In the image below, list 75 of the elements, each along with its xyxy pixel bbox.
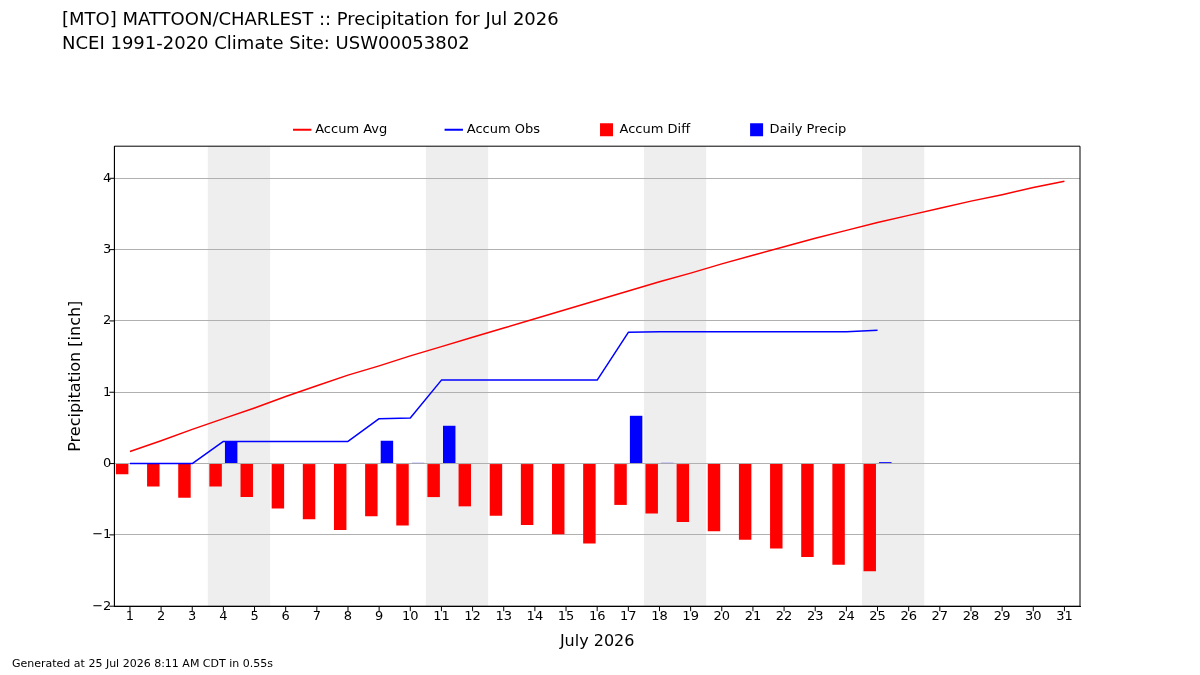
- x-tick-label: 18: [651, 608, 668, 624]
- y-tick-label: 2: [103, 312, 112, 328]
- legend-label: Accum Obs: [466, 121, 541, 137]
- bar: [738, 464, 752, 540]
- bar: [863, 464, 876, 572]
- legend-label: Accum Avg: [315, 121, 388, 137]
- text: Generated at 25 Jul 2026 8:11 AM CDT in 0.55s: [12, 657, 273, 670]
- bar: [676, 464, 690, 523]
- bar: [645, 464, 658, 514]
- legend-label: Daily Precip: [769, 121, 847, 137]
- x-tick-label: 14: [526, 608, 544, 624]
- x-tick-label: 13: [495, 608, 513, 624]
- y-tick-label: −2: [92, 597, 112, 613]
- x-tick-label: 27: [931, 608, 949, 624]
- bar: [489, 464, 503, 516]
- y-tick-label: 4: [103, 169, 112, 185]
- x-tick-label: 11: [433, 608, 450, 624]
- x-tick-label: 16: [588, 608, 606, 624]
- bar: [271, 464, 285, 509]
- bar: [427, 464, 440, 498]
- x-tick-label: 10: [402, 608, 419, 624]
- x-tick-label: 30: [1025, 608, 1042, 624]
- y-tick-label: 3: [103, 240, 112, 256]
- x-tick-label: 12: [464, 608, 481, 624]
- x-tick-label: 26: [900, 608, 917, 624]
- x-tick-label: 28: [962, 608, 980, 624]
- bar: [458, 464, 472, 507]
- x-tick-label: 23: [806, 608, 824, 624]
- bar: [333, 464, 347, 530]
- x-axis-title: July 2026: [558, 630, 635, 650]
- bar: [380, 440, 394, 464]
- bar: [770, 464, 783, 549]
- y-tick-label: 0: [103, 454, 112, 470]
- x-tick-label: 5: [250, 608, 259, 624]
- bar: [552, 464, 565, 535]
- x-tick-label: 4: [219, 608, 228, 624]
- x-tick-label: 24: [838, 608, 855, 624]
- bar: [801, 464, 814, 557]
- x-tick-label: 1: [125, 608, 135, 624]
- y-axis-title: Precipitation [inch]: [64, 300, 84, 452]
- bar: [832, 464, 845, 565]
- bar: [707, 464, 721, 532]
- bar: [147, 464, 160, 487]
- x-tick-label: 15: [557, 608, 575, 624]
- y-tick-label: 1: [103, 383, 112, 399]
- x-tick-label: 2: [156, 608, 166, 624]
- x-tick-label: 22: [775, 608, 793, 624]
- x-tick-label: 3: [188, 608, 197, 624]
- bar: [629, 415, 643, 464]
- chart-subtitle: NCEI 1991-2020 Climate Site: USW00053802: [62, 32, 470, 54]
- bar: [614, 464, 627, 505]
- bar: [396, 464, 409, 526]
- chart-title: [MTO] MATTOON/CHARLEST :: Precipitation for Jul 2026: [62, 8, 559, 30]
- x-tick-label: 9: [374, 608, 384, 624]
- bar: [240, 464, 253, 498]
- bar: [178, 464, 191, 498]
- bar: [302, 464, 316, 520]
- x-tick-label: 20: [713, 608, 731, 624]
- x-tick-label: 21: [744, 608, 762, 624]
- bar: [442, 425, 456, 464]
- x-tick-label: 8: [343, 608, 353, 624]
- bar: [365, 464, 378, 517]
- y-tick-label: −1: [92, 526, 112, 542]
- x-tick-label: 19: [682, 608, 699, 624]
- x-tick-label: 6: [281, 608, 290, 624]
- bar: [520, 464, 534, 525]
- bar: [583, 464, 596, 544]
- x-tick-label: 17: [620, 608, 637, 624]
- x-tick-label: 25: [869, 608, 886, 624]
- bar: [115, 464, 129, 475]
- bar: [209, 464, 222, 487]
- legend-label: Accum Diff: [619, 121, 692, 137]
- x-tick-label: 31: [1056, 608, 1073, 624]
- x-tick-label: 29: [993, 608, 1011, 624]
- x-tick-label: 7: [312, 608, 321, 624]
